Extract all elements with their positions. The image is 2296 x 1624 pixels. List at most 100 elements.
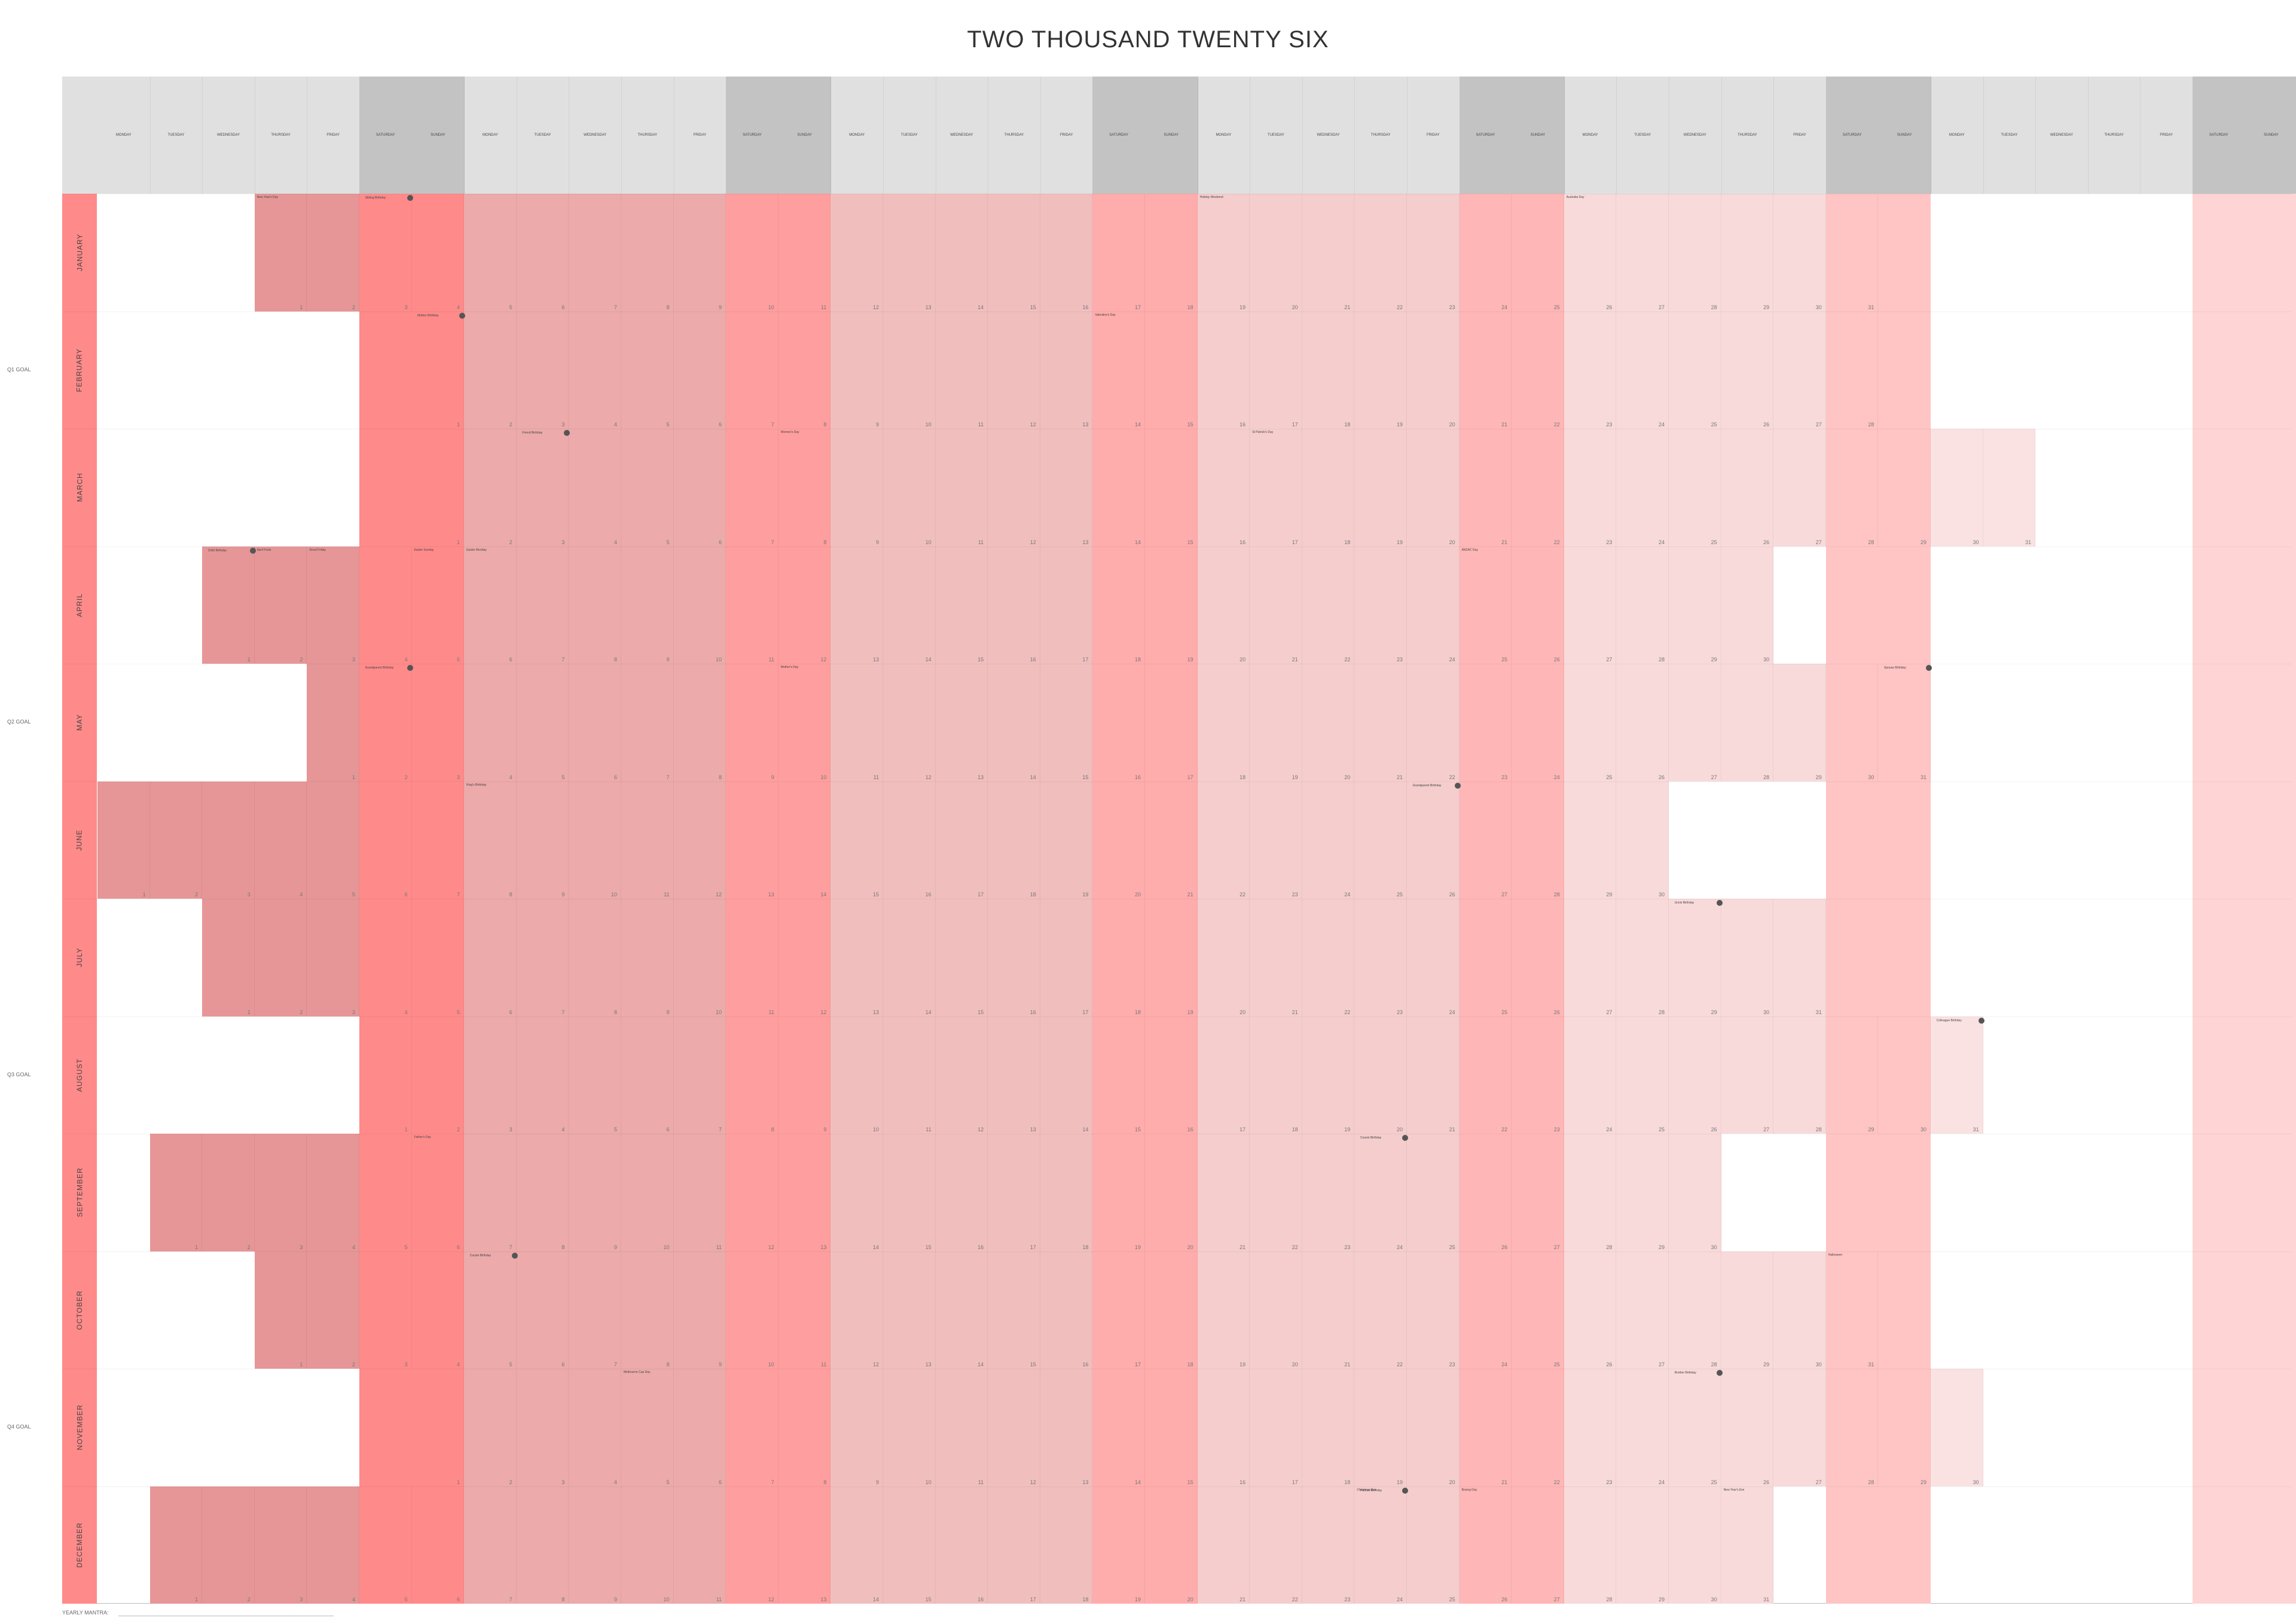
day-cell[interactable]: 1 xyxy=(149,1486,203,1604)
day-cell[interactable]: 23 xyxy=(1407,1251,1460,1369)
day-cell[interactable]: 16 xyxy=(1197,429,1250,547)
day-cell[interactable]: 26 xyxy=(1669,1016,1721,1134)
day-cell[interactable]: 9 xyxy=(726,664,778,782)
day-cell[interactable]: 14 xyxy=(988,664,1040,782)
day-cell[interactable]: 19 xyxy=(1302,1016,1355,1134)
day-cell[interactable]: 28 xyxy=(1616,546,1669,664)
calendar-event[interactable]: Christmas Eve xyxy=(1357,1488,1376,1492)
day-cell[interactable]: 6 xyxy=(621,1016,674,1134)
day-cell[interactable]: 19 xyxy=(1354,1369,1407,1486)
day-cell[interactable]: 15 xyxy=(883,1134,936,1251)
day-cell[interactable]: 2 xyxy=(307,1251,359,1369)
day-cell[interactable]: 31 xyxy=(1983,429,2036,547)
day-cell[interactable]: 24 xyxy=(1459,1251,1512,1369)
day-cell[interactable]: 29 xyxy=(1721,1251,1774,1369)
day-cell[interactable]: 4 xyxy=(307,1486,359,1604)
day-cell[interactable]: 3 xyxy=(516,311,569,429)
day-cell[interactable]: 27 xyxy=(1773,1369,1826,1486)
day-cell[interactable]: 23 xyxy=(1354,546,1407,664)
day-cell[interactable]: 14 xyxy=(778,781,831,899)
day-cell[interactable]: 27 xyxy=(1512,1134,1564,1251)
day-cell[interactable]: 21 xyxy=(1407,1016,1460,1134)
day-cell[interactable]: 25 xyxy=(1354,781,1407,899)
day-cell[interactable]: 24 xyxy=(1407,546,1460,664)
day-cell[interactable]: 23 xyxy=(1459,664,1512,782)
calendar-event[interactable]: Grandparent Birthday xyxy=(365,666,394,670)
day-cell[interactable]: 20 xyxy=(1407,1369,1460,1486)
calendar-event[interactable]: Cousin Birthday xyxy=(1360,1136,1382,1140)
day-cell[interactable]: 28 xyxy=(1616,899,1669,1016)
day-cell[interactable]: 14 xyxy=(831,1134,883,1251)
day-cell[interactable]: 26 xyxy=(1616,664,1669,782)
day-cell[interactable]: 13 xyxy=(1040,1369,1093,1486)
day-cell[interactable]: 18 xyxy=(988,781,1040,899)
day-cell[interactable]: 10 xyxy=(673,899,726,1016)
day-cell[interactable]: 15 xyxy=(1040,664,1093,782)
day-cell[interactable]: 17 xyxy=(1197,1016,1250,1134)
day-cell[interactable]: 20 xyxy=(1145,1134,1198,1251)
day-cell[interactable]: 18 xyxy=(1197,664,1250,782)
day-cell[interactable]: 20 xyxy=(1407,311,1460,429)
day-cell[interactable]: 6 xyxy=(569,664,621,782)
day-cell[interactable]: 18 xyxy=(1250,1016,1302,1134)
day-cell[interactable]: 27 xyxy=(1721,1016,1774,1134)
day-cell[interactable]: 14 xyxy=(883,899,936,1016)
day-cell[interactable]: 3 xyxy=(516,1369,569,1486)
day-cell[interactable]: 4 xyxy=(569,1369,621,1486)
day-cell[interactable]: 13 xyxy=(988,1016,1040,1134)
day-cell[interactable]: 14 xyxy=(935,194,988,312)
day-cell[interactable]: 28 xyxy=(1721,664,1774,782)
day-cell[interactable]: 11 xyxy=(726,546,778,664)
day-cell[interactable]: 1 xyxy=(254,1251,307,1369)
day-cell[interactable]: 9 xyxy=(569,1486,621,1604)
day-cell[interactable]: 31 xyxy=(1931,1016,1983,1134)
day-cell[interactable]: 4 xyxy=(359,546,412,664)
day-cell[interactable]: 14 xyxy=(935,1251,988,1369)
day-cell[interactable]: 11 xyxy=(935,429,988,547)
day-cell[interactable]: 7 xyxy=(516,899,569,1016)
day-cell[interactable]: 21 xyxy=(1302,1251,1355,1369)
day-cell[interactable]: 22 xyxy=(1354,194,1407,312)
day-cell[interactable]: 8 xyxy=(621,1251,674,1369)
day-cell[interactable]: 1 xyxy=(411,311,465,429)
day-cell[interactable]: 5 xyxy=(621,1369,674,1486)
calendar-event[interactable]: Child Birthday xyxy=(207,548,227,552)
day-cell[interactable]: 19 xyxy=(1145,899,1198,1016)
day-cell[interactable]: 26 xyxy=(1407,781,1460,899)
day-cell[interactable]: 19 xyxy=(1354,311,1407,429)
day-cell[interactable]: 1 xyxy=(411,429,465,547)
day-cell[interactable]: 4 xyxy=(307,1134,359,1251)
day-cell[interactable]: 14 xyxy=(1092,429,1145,547)
day-cell[interactable]: 27 xyxy=(1512,1486,1564,1604)
day-cell[interactable]: 25 xyxy=(1564,664,1617,782)
day-cell[interactable]: 5 xyxy=(464,194,517,312)
day-cell[interactable]: 21 xyxy=(1145,781,1198,899)
day-cell[interactable]: 15 xyxy=(1092,1016,1145,1134)
day-cell[interactable]: 25 xyxy=(1669,1369,1721,1486)
day-cell[interactable]: 26 xyxy=(1721,429,1774,547)
day-cell[interactable]: 11 xyxy=(778,194,831,312)
calendar-event[interactable]: Mother Birthday xyxy=(417,313,439,318)
day-cell[interactable]: 30 xyxy=(1931,1369,1983,1486)
calendar-event[interactable]: New Year's Eve xyxy=(1723,1488,1745,1492)
day-cell[interactable]: 23 xyxy=(1250,781,1302,899)
day-cell[interactable]: 1 xyxy=(307,664,359,782)
calendar-event[interactable]: Good Friday xyxy=(309,548,326,552)
day-cell[interactable]: 15 xyxy=(988,1251,1040,1369)
day-cell[interactable]: 18 xyxy=(1145,1251,1198,1369)
day-cell[interactable]: 12 xyxy=(831,194,883,312)
day-cell[interactable]: 7 xyxy=(464,1134,517,1251)
day-cell[interactable]: 22 xyxy=(1302,546,1355,664)
day-cell[interactable]: 3 xyxy=(307,899,359,1016)
day-cell[interactable]: 21 xyxy=(1459,311,1512,429)
day-cell[interactable]: 20 xyxy=(1250,1251,1302,1369)
day-cell[interactable]: 28 xyxy=(1512,781,1564,899)
calendar-event[interactable]: Holiday Weekend xyxy=(1199,196,1223,199)
day-cell[interactable]: 8 xyxy=(516,1134,569,1251)
calendar-event[interactable]: Halloween xyxy=(1828,1253,1843,1257)
day-cell[interactable]: 23 xyxy=(1564,429,1617,547)
day-cell[interactable]: 21 xyxy=(1250,546,1302,664)
day-cell[interactable]: 24 xyxy=(1616,429,1669,547)
day-cell[interactable]: 27 xyxy=(1616,194,1669,312)
day-cell[interactable]: 6 xyxy=(411,1134,465,1251)
